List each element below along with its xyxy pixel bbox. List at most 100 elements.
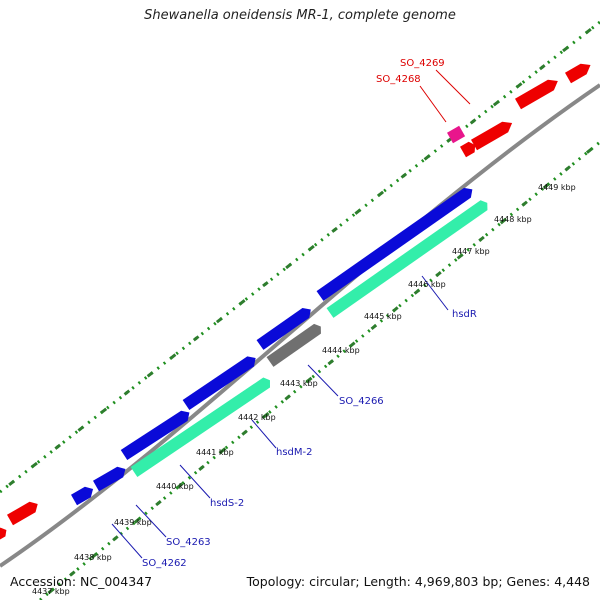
track-tick	[239, 299, 246, 306]
track-tick	[146, 371, 154, 378]
track-tick	[478, 235, 485, 242]
track-tick	[435, 271, 442, 278]
gene-label: SO_4268	[376, 74, 421, 85]
gene-blue-so4263	[93, 466, 126, 492]
gene-magenta	[447, 125, 466, 144]
scale-label: 4440 kbp	[156, 482, 194, 491]
leader-so4269	[435, 69, 471, 105]
gene-red-so4269	[471, 121, 513, 151]
track-tick	[155, 500, 162, 507]
track-tick	[133, 517, 141, 524]
track-tick	[539, 64, 546, 71]
track-tick	[305, 376, 313, 383]
track-tick	[377, 190, 385, 197]
leader-so4266	[307, 364, 339, 397]
track-tick	[69, 570, 76, 577]
leader-hsdm2	[251, 419, 277, 449]
track-tick	[354, 208, 361, 215]
gene-red-left-edge	[0, 527, 7, 541]
scale-label: 4445 kbp	[364, 312, 402, 321]
scale-label: 4437 kbp	[32, 587, 70, 596]
track-tick	[54, 443, 61, 450]
track-tick	[542, 182, 550, 190]
leader-hsdr	[421, 275, 449, 311]
outer-dotted-track	[0, 20, 600, 494]
scale-label: 4442 kbp	[238, 413, 276, 422]
leader-so4263	[135, 504, 167, 538]
track-tick	[564, 165, 571, 172]
leader-so4268	[419, 85, 447, 123]
track-tick	[585, 147, 593, 154]
gene-red-left	[7, 501, 38, 526]
track-tick	[327, 359, 335, 366]
track-tick	[176, 482, 184, 489]
gene-blue-so4266	[256, 307, 311, 350]
inner-dotted-track	[39, 140, 600, 600]
gene-blue-hsdr	[316, 187, 473, 301]
track-tick	[8, 479, 15, 486]
gene-label: hsdM-2	[276, 447, 313, 458]
track-tick	[198, 464, 205, 471]
track-tick	[392, 306, 399, 313]
scale-label: 4439 kbp	[114, 518, 152, 527]
track-tick	[469, 118, 477, 125]
track-tick	[456, 253, 464, 260]
track-tick	[423, 154, 431, 161]
track-tick	[219, 447, 227, 454]
track-tick	[284, 394, 291, 401]
track-tick	[77, 425, 85, 432]
track-tick	[521, 200, 528, 207]
track-tick	[562, 46, 569, 53]
track-tick	[413, 288, 421, 295]
track-tick	[241, 429, 248, 436]
scale-label: 4444 kbp	[322, 346, 360, 355]
scale-label: 4446 kbp	[408, 280, 446, 289]
scale-label: 4449 kbp	[538, 183, 576, 192]
track-tick	[308, 244, 315, 251]
track-tick	[192, 335, 200, 342]
gene-mint-hsdm2	[130, 377, 271, 477]
track-tick	[400, 172, 408, 179]
scale-label: 4438 kbp	[74, 553, 112, 562]
scale-label: 4441 kbp	[196, 448, 234, 457]
track-tick	[262, 411, 270, 419]
scale-label: 4443 kbp	[280, 379, 318, 388]
track-tick	[112, 535, 119, 542]
gene-label: hsdS-2	[210, 498, 244, 509]
gene-mint-hsdr	[326, 200, 488, 318]
map-title: Shewanella oneidensis MR-1, complete gen…	[144, 8, 456, 23]
track-tick	[499, 218, 507, 225]
track-tick	[285, 263, 292, 270]
gene-label: SO_4269	[400, 58, 445, 69]
accession-text: Accession: NC_004347	[10, 574, 153, 589]
gene-red-right-1	[565, 63, 591, 84]
track-tick	[331, 226, 338, 233]
gene-label: hsdR	[452, 309, 477, 320]
track-tick	[169, 353, 177, 360]
genome-backbone	[0, 83, 600, 568]
leader-hsds2	[179, 464, 211, 499]
track-tick	[123, 389, 131, 396]
inner-ticks	[47, 147, 593, 595]
track-tick	[31, 461, 38, 468]
scale-label: 4447 kbp	[452, 247, 490, 256]
gene-label: SO_4266	[339, 396, 384, 407]
scale-label: 4448 kbp	[494, 215, 532, 224]
track-tick	[492, 100, 500, 107]
track-tick	[349, 341, 356, 348]
track-tick	[215, 317, 223, 324]
track-tick	[370, 323, 378, 331]
gene-red-so4268	[460, 141, 476, 158]
leader-so4262	[111, 523, 143, 559]
gene-blue-so4262	[71, 486, 94, 506]
gene-blue-hsds	[120, 410, 190, 461]
track-tick	[262, 281, 269, 288]
genome-summary: Topology: circular; Length: 4,969,803 bp…	[246, 574, 590, 589]
gene-blue-hsdm	[182, 356, 256, 410]
track-tick	[90, 552, 98, 560]
track-tick	[47, 588, 55, 595]
track-tick	[585, 28, 592, 35]
track-tick	[515, 82, 523, 89]
outer-ticks	[8, 28, 592, 486]
